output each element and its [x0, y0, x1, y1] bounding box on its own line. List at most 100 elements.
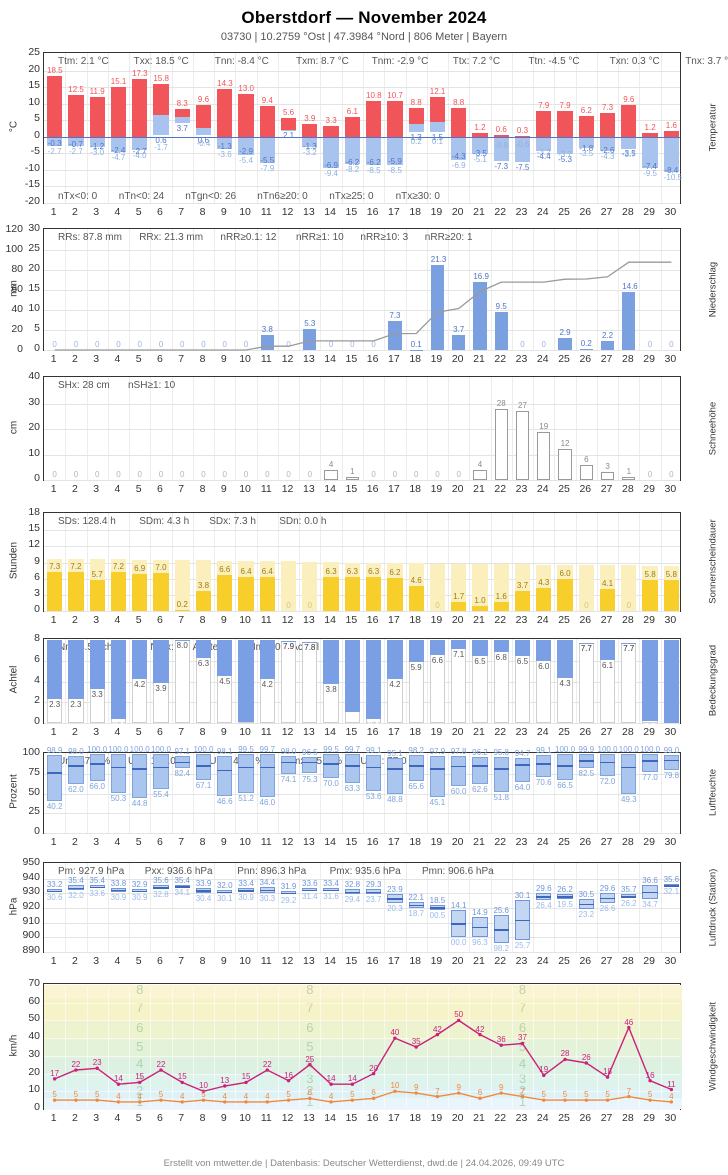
- humidity-range-bar: [47, 754, 63, 802]
- temp-bar-min: [89, 136, 105, 147]
- gridline-vertical: [341, 513, 343, 611]
- gridline-vertical: [299, 513, 301, 611]
- sun-astro-bar: [472, 564, 488, 611]
- cloud-label-max: 7.7: [580, 644, 592, 654]
- chart-title-luftdruck: Luftdruck (Station): [707, 868, 719, 946]
- temp-label-ground-min: -6.9: [451, 160, 466, 170]
- x-tick-day: 21: [473, 353, 485, 365]
- y-tick-label: 10: [28, 95, 40, 108]
- gridline-vertical: [490, 639, 492, 723]
- stat-label: RRs: 87.8 mm: [58, 232, 122, 243]
- wind-mean-label: 7: [435, 1086, 440, 1096]
- wind-mean-label: 7: [520, 1086, 525, 1096]
- x-tick-day: 23: [515, 836, 528, 848]
- wind-gust-label: 42: [432, 1024, 442, 1034]
- temp-bar-min: [642, 136, 658, 169]
- sun-label: 6.9: [134, 563, 146, 573]
- x-tick-day: 12: [281, 206, 294, 218]
- stat-label: Txn: 0.3 °C: [609, 56, 660, 67]
- chart-panel-temperatur: Ttm: 2.1 °C Txx: 18.5 °C Tnn: -8.4 °C Txm: …: [43, 52, 728, 204]
- gridline-horizontal: [44, 310, 680, 311]
- gridline-vertical: [299, 229, 301, 350]
- gridline-vertical: [554, 53, 556, 203]
- snow-bar: [515, 411, 530, 480]
- pressure-label-min: 30.9: [238, 893, 254, 902]
- sun-bar: [663, 579, 679, 611]
- x-tick-day: 6: [157, 955, 163, 967]
- cloud-bar: [366, 640, 382, 719]
- humidity-range-bar: [621, 754, 637, 795]
- temp-bar-max: [472, 132, 488, 137]
- cloud-label-min: 6.8: [495, 653, 507, 663]
- humidity-mean-line: [451, 765, 467, 768]
- gridline-vertical: [660, 639, 662, 723]
- gridline-vertical: [107, 863, 109, 952]
- x-tick-day: 19: [430, 206, 443, 218]
- x-axis-temperatur: 1 2 3 4 5 6 7 8 9 10 11 12 13 14 15 16 17 18 19 20 21 22 23 24 2…: [43, 205, 681, 219]
- gridline-horizontal: [44, 813, 680, 815]
- temp-label-min: -5.3: [558, 155, 572, 165]
- x-tick-day: 23: [515, 614, 528, 626]
- x-tick-day: 28: [621, 206, 634, 218]
- x-tick-day: 7: [178, 1112, 185, 1124]
- gridline-vertical: [86, 639, 88, 723]
- x-tick-day: 7: [178, 836, 185, 848]
- gridline-vertical: [618, 229, 620, 350]
- humidity-range-bar: [323, 754, 339, 778]
- snow-label: 0: [52, 470, 57, 479]
- humidity-label-min: 40.2: [46, 802, 63, 812]
- cloud-label-min: 4.5: [219, 677, 231, 687]
- x-tick-day: 16: [366, 726, 379, 738]
- sun-astro-bar: [280, 561, 297, 611]
- x-tick-day: 11: [260, 614, 272, 626]
- x-tick-day: 21: [473, 483, 485, 495]
- temp-label-min: -8.4: [664, 165, 679, 175]
- humidity-mean-line: [663, 759, 679, 762]
- x-tick-day: 2: [71, 206, 78, 218]
- temp-bar-min: [578, 136, 594, 149]
- gridline-vertical: [299, 984, 301, 1109]
- stat-label: nRR≥1: 10: [296, 232, 344, 243]
- x-tick-day: 24: [536, 955, 549, 967]
- wind-gust-label: 50: [454, 1010, 464, 1020]
- temp-bar-max: [387, 101, 403, 137]
- gridline-horizontal: [44, 773, 680, 775]
- temp-bar-max: [514, 135, 531, 137]
- wind-mean-label: 6: [477, 1088, 483, 1098]
- humidity-mean-line: [110, 766, 127, 769]
- pressure-label-min: 32.0: [68, 891, 84, 901]
- pressure-mean-line: [344, 891, 360, 894]
- gridline-vertical: [448, 753, 450, 833]
- temp-label-max: 6.2: [580, 106, 592, 116]
- humidity-label-min: 55.4: [153, 790, 169, 800]
- pressure-label-min: 26.2: [621, 899, 637, 909]
- humidity-range-bar: [557, 754, 573, 781]
- gridline-horizontal: [44, 530, 680, 532]
- temp-label-max: 8.3: [176, 99, 188, 109]
- chart-title-temperatur: Temperatur: [707, 103, 719, 152]
- x-tick-day: 24: [536, 614, 549, 626]
- temp-bar-max: [323, 125, 339, 137]
- pressure-mean-line: [132, 890, 148, 893]
- sun-bar: [387, 577, 403, 611]
- wind-gust-label: 23: [92, 1058, 102, 1068]
- cloud-label-min: 7.8: [304, 643, 316, 653]
- x-tick-day: 22: [494, 483, 507, 495]
- gridline-vertical: [596, 984, 598, 1109]
- sun-bar: [132, 573, 148, 611]
- gridline-vertical: [490, 377, 492, 480]
- humidity-label-min: 63.3: [344, 783, 361, 793]
- humidity-label-max: 95.1: [387, 748, 403, 758]
- x-tick-day: 21: [473, 1112, 485, 1124]
- snow-bar: [473, 469, 487, 480]
- wind-gust-label: 13: [220, 1075, 230, 1085]
- chart-panel-luftfeuchte: Um: 87.1 %Uxx: 100.0 %Unn: 40.2 %Umx: 95…: [43, 745, 681, 834]
- gridline-vertical: [490, 863, 492, 952]
- cloud-bar: [493, 640, 509, 653]
- wind-mean-label: 5: [73, 1090, 79, 1100]
- y-tick-label: 5: [34, 112, 40, 125]
- sun-astro-bar: [493, 564, 509, 611]
- cloud-bar: [408, 640, 424, 662]
- snow-label: 1: [350, 467, 355, 477]
- wind-gust-label: 42: [475, 1024, 485, 1034]
